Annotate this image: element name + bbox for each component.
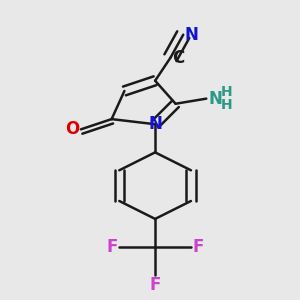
Text: H: H [220,98,232,112]
Text: N: N [209,90,223,108]
Text: O: O [65,120,80,138]
Text: F: F [192,238,204,256]
Text: N: N [184,26,198,44]
Text: N: N [148,115,162,133]
Text: F: F [149,277,161,295]
Text: C: C [172,49,184,67]
Text: F: F [106,238,118,256]
Text: H: H [220,85,232,99]
